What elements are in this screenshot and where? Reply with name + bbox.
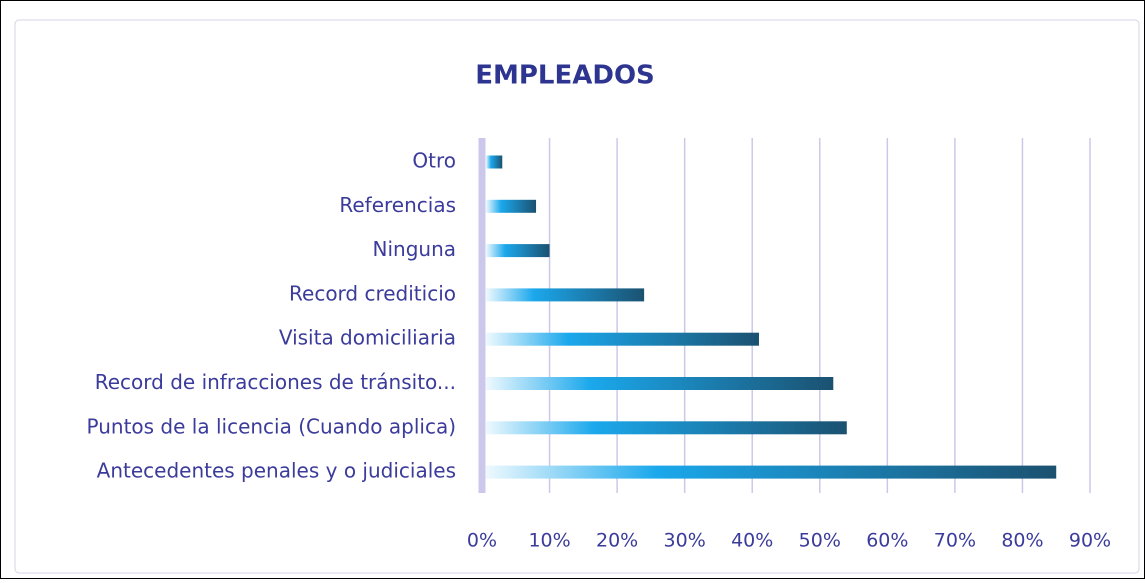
x-tick-label: 40% <box>731 530 773 552</box>
x-tick-label: 10% <box>528 530 570 552</box>
x-tick-label: 30% <box>664 530 706 552</box>
y-tick-label: Ninguna <box>373 237 457 261</box>
y-tick-label: Antecedentes penales y o judiciales <box>97 459 456 483</box>
y-tick-label: Otro <box>412 149 456 173</box>
bar <box>486 465 1057 479</box>
bar <box>486 199 537 213</box>
x-tick-label: 60% <box>866 530 908 552</box>
y-tick-label: Visita domiciliaria <box>279 326 456 350</box>
x-tick-label: 20% <box>596 530 638 552</box>
chart-title: EMPLEADOS <box>475 61 655 91</box>
x-tick-label: 70% <box>934 530 976 552</box>
x-tick-label: 0% <box>467 530 497 552</box>
x-tick-label: 80% <box>1001 530 1043 552</box>
y-tick-label: Record crediticio <box>289 281 456 305</box>
bar <box>486 332 759 346</box>
bar <box>486 244 550 258</box>
bar <box>486 421 847 435</box>
y-tick-label: Record de infracciones de tránsito... <box>95 370 456 394</box>
bar <box>486 288 645 302</box>
bar <box>486 377 834 390</box>
bar <box>486 155 503 169</box>
x-tick-label: 90% <box>1069 530 1111 552</box>
x-tick-label: 50% <box>799 530 841 552</box>
y-tick-label: Puntos de la licencia (Cuando aplica) <box>87 414 456 438</box>
y-tick-label: Referencias <box>339 193 456 217</box>
